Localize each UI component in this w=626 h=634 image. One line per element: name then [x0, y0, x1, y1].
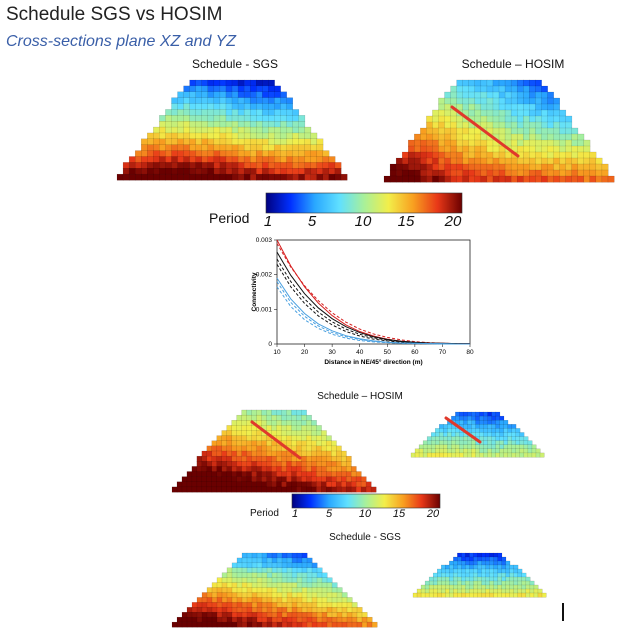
top-left-caption: Schedule - SGS [191, 57, 279, 71]
plot-frame [276, 239, 471, 345]
colorbar-small-tick: 10 [358, 508, 372, 520]
colorbar-main [265, 192, 463, 214]
direction-arrow [250, 420, 302, 460]
series-line [276, 286, 470, 345]
section-cells [171, 552, 378, 628]
section-cells [410, 411, 545, 458]
section-cells [171, 409, 377, 493]
section-cells [383, 79, 615, 183]
y-tick-label: 0.001 [256, 306, 273, 313]
section-top-hosim [383, 79, 615, 183]
y-tick-label: 0.002 [256, 272, 273, 279]
x-tick-label: 30 [329, 349, 337, 356]
colorbar-main-tick: 10 [354, 213, 372, 230]
connectivity-chart-box: 10 20 30 40 50 60 70 80 0 0.001 0.002 0.003 Distance… [244, 232, 476, 368]
y-tick-label: 0 [268, 341, 272, 348]
series-line [276, 281, 470, 345]
x-tick-label: 80 [466, 349, 474, 356]
colorbar-small-tick: 15 [392, 508, 406, 520]
x-tick-label: 70 [439, 349, 447, 356]
section-top-sgs [116, 79, 348, 181]
y-axis-label: Connectivity [251, 272, 258, 311]
colorbar-main-tick: 20 [444, 213, 462, 230]
text-cursor [562, 603, 564, 621]
colorbar-main-tick: 5 [307, 213, 317, 230]
colorbar-small-tick: 5 [325, 508, 333, 520]
colorbar-small-tick: 20 [426, 508, 440, 520]
colorbar-small [291, 493, 441, 509]
section-sgs-yz [412, 552, 547, 598]
section-hosim-xz [171, 409, 377, 493]
colorbar-main-tick: 1 [263, 213, 273, 230]
colorbar-gradient [265, 192, 463, 214]
y-tick-label: 0.003 [256, 237, 273, 244]
connectivity-chart: 10 20 30 40 50 60 70 80 0 0.001 0.002 0.003 Distance… [251, 237, 474, 366]
section-sgs-caption: Schedule - SGS [329, 532, 401, 543]
colorbar-small-tick: 1 [291, 508, 299, 520]
x-tick-label: 10 [273, 349, 281, 356]
section-cells [412, 552, 547, 598]
colorbar-main-label: Period [209, 210, 250, 226]
section-hosim-caption: Schedule – HOSIM [317, 391, 403, 402]
section-hosim-yz [410, 411, 545, 458]
colorbar-gradient [291, 493, 441, 509]
colorbar-small-ticks: 1 5 10 15 20 [292, 508, 440, 524]
x-tick-label: 50 [384, 349, 392, 356]
direction-arrow [450, 105, 520, 158]
slide-title: Schedule SGS vs HOSIM [6, 4, 223, 25]
section-sgs-xz [171, 552, 378, 628]
direction-arrow [444, 416, 482, 444]
x-axis-label: Distance in NE/45° direction (m) [324, 358, 422, 366]
colorbar-main-ticks: 1 5 10 15 20 [263, 213, 462, 235]
colorbar-main-tick: 15 [397, 213, 415, 230]
slide-subtitle: Cross-sections plane XZ and YZ [6, 33, 237, 50]
x-tick-label: 20 [301, 349, 309, 356]
top-right-caption: Schedule – HOSIM [461, 57, 565, 71]
x-tick-label: 40 [356, 349, 364, 356]
x-tick-label: 60 [411, 349, 419, 356]
colorbar-small-label: Period [250, 508, 279, 519]
section-cells [116, 79, 348, 181]
